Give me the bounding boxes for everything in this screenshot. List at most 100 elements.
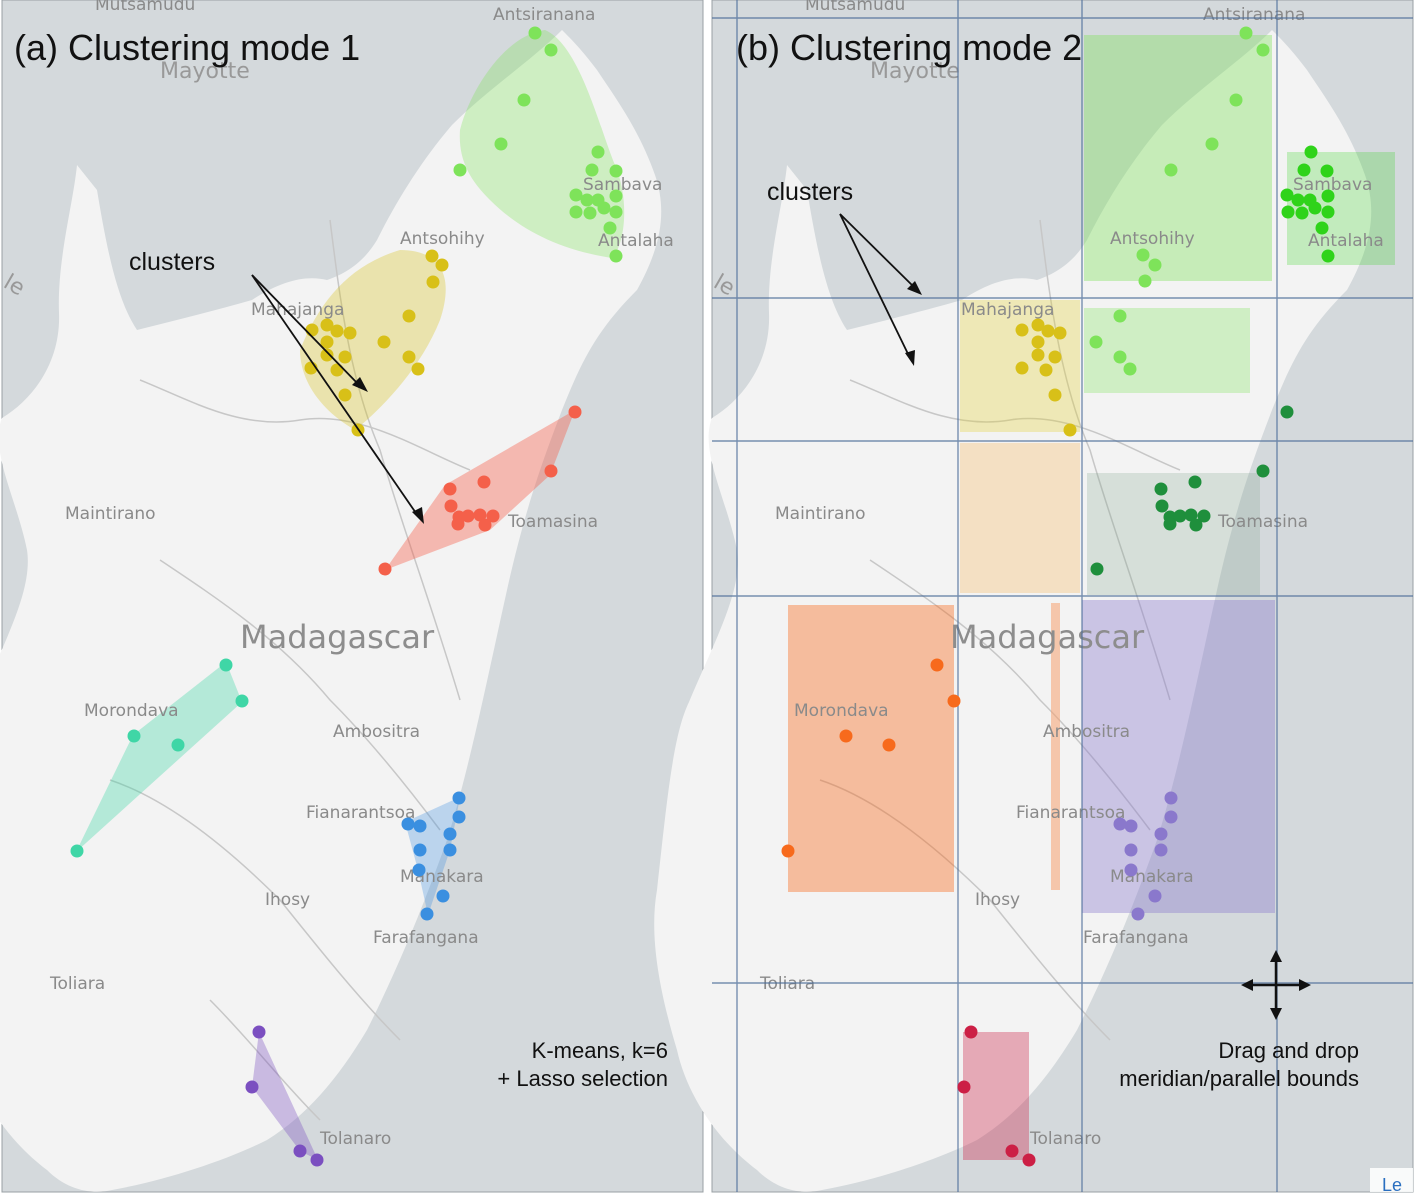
point-dark_green-6[interactable]	[1173, 509, 1187, 523]
point-green_light-15[interactable]	[609, 205, 623, 219]
point-teal-4[interactable]	[70, 844, 84, 858]
point-yellow-3[interactable]	[402, 309, 416, 323]
point-yellow-15[interactable]	[330, 363, 344, 377]
point-red-2[interactable]	[477, 475, 491, 489]
region-b-orange[interactable]	[788, 605, 954, 892]
point-lavender-9[interactable]	[1131, 907, 1145, 921]
point-green_light-1[interactable]	[544, 43, 558, 57]
point-red-3[interactable]	[443, 482, 457, 496]
point-yellow-10[interactable]	[343, 326, 357, 340]
point-yellow-5[interactable]	[1048, 350, 1062, 364]
point-blue-8[interactable]	[436, 889, 450, 903]
point-red-10[interactable]	[478, 518, 492, 532]
point-green_light-0[interactable]	[1239, 26, 1253, 40]
region-b-peach[interactable]	[960, 443, 1080, 593]
point-yellow-7[interactable]	[305, 323, 319, 337]
point-dark_green-7[interactable]	[1184, 508, 1198, 522]
point-green_light-0[interactable]	[528, 26, 542, 40]
point-green_bright-10[interactable]	[1321, 205, 1335, 219]
point-teal-2[interactable]	[127, 729, 141, 743]
point-yellow-11[interactable]	[320, 335, 334, 349]
point-yellow-13[interactable]	[320, 348, 334, 362]
point-green_bright-0[interactable]	[1304, 145, 1318, 159]
point-red-0[interactable]	[568, 405, 582, 419]
point-green_light-3[interactable]	[1205, 137, 1219, 151]
point-green_light-4[interactable]	[453, 163, 467, 177]
point-green_light-6[interactable]	[1148, 258, 1162, 272]
point-red-8[interactable]	[486, 509, 500, 523]
point-blue-7[interactable]	[412, 863, 426, 877]
point-green_light-8[interactable]	[569, 188, 583, 202]
point-green_light-17[interactable]	[609, 249, 623, 263]
point-green_light-6[interactable]	[585, 163, 599, 177]
point-green_bright-3[interactable]	[1280, 188, 1294, 202]
point-blue-9[interactable]	[420, 907, 434, 921]
point-green_light-2[interactable]	[517, 93, 531, 107]
point-dark_green-3[interactable]	[1154, 482, 1168, 496]
point-red-7[interactable]	[473, 508, 487, 522]
point-lavender-8[interactable]	[1148, 889, 1162, 903]
point-green_light-1[interactable]	[1256, 43, 1270, 57]
point-green_light-3[interactable]	[494, 137, 508, 151]
point-orange-3[interactable]	[882, 738, 896, 752]
point-green_bright-8[interactable]	[1295, 206, 1309, 220]
point-green_bright-6[interactable]	[1321, 189, 1335, 203]
point-blue-6[interactable]	[443, 843, 457, 857]
point-blue-5[interactable]	[413, 843, 427, 857]
point-yellow-2[interactable]	[1041, 324, 1055, 338]
point-green_light-11[interactable]	[1123, 362, 1137, 376]
point-yellow-1[interactable]	[435, 258, 449, 272]
region-b-thin-strip[interactable]	[1051, 603, 1060, 890]
point-yellow-6[interactable]	[1031, 348, 1045, 362]
point-green_bright-11[interactable]	[1315, 221, 1329, 235]
point-dark_green-2[interactable]	[1188, 475, 1202, 489]
point-yellow-9[interactable]	[1048, 388, 1062, 402]
point-yellow-0[interactable]	[1015, 323, 1029, 337]
point-yellow-6[interactable]	[411, 362, 425, 376]
point-orange-1[interactable]	[947, 694, 961, 708]
point-orange-4[interactable]	[781, 844, 795, 858]
point-red-11[interactable]	[378, 562, 392, 576]
point-dark_green-1[interactable]	[1256, 464, 1270, 478]
point-green_light-7[interactable]	[609, 164, 623, 178]
point-dark_green-8[interactable]	[1197, 509, 1211, 523]
point-dark_green-11[interactable]	[1090, 562, 1104, 576]
point-yellow-0[interactable]	[425, 249, 439, 263]
point-red-4[interactable]	[444, 499, 458, 513]
point-yellow-2[interactable]	[426, 275, 440, 289]
point-green_light-8[interactable]	[1113, 309, 1127, 323]
point-green_light-10[interactable]	[1113, 350, 1127, 364]
point-crimson-0[interactable]	[964, 1025, 978, 1039]
point-green_light-7[interactable]	[1138, 274, 1152, 288]
point-yellow-8[interactable]	[1039, 363, 1053, 377]
point-teal-0[interactable]	[219, 658, 233, 672]
point-blue-3[interactable]	[413, 819, 427, 833]
point-dark_green-10[interactable]	[1189, 518, 1203, 532]
point-green_bright-2[interactable]	[1320, 164, 1334, 178]
point-yellow-3[interactable]	[1053, 326, 1067, 340]
point-teal-3[interactable]	[171, 738, 185, 752]
point-yellow-1[interactable]	[1031, 318, 1045, 332]
point-green_bright-12[interactable]	[1321, 249, 1335, 263]
point-lavender-6[interactable]	[1154, 843, 1168, 857]
point-yellow-8[interactable]	[320, 318, 334, 332]
point-yellow-4[interactable]	[1031, 335, 1045, 349]
region-b-lavender[interactable]	[1082, 600, 1275, 913]
point-yellow-12[interactable]	[338, 350, 352, 364]
point-lavender-2[interactable]	[1113, 817, 1127, 831]
point-green_bright-7[interactable]	[1281, 205, 1295, 219]
point-lavender-3[interactable]	[1124, 819, 1138, 833]
point-dark_green-0[interactable]	[1280, 405, 1294, 419]
point-yellow-5[interactable]	[402, 350, 416, 364]
point-green_light-2[interactable]	[1229, 93, 1243, 107]
point-blue-4[interactable]	[443, 827, 457, 841]
point-green_light-5[interactable]	[591, 145, 605, 159]
region-b-green-mid[interactable]	[1084, 308, 1250, 393]
point-green_light-14[interactable]	[597, 201, 611, 215]
point-lavender-5[interactable]	[1124, 843, 1138, 857]
point-green_bright-9[interactable]	[1308, 201, 1322, 215]
point-green_light-9[interactable]	[580, 193, 594, 207]
point-blue-2[interactable]	[401, 817, 415, 831]
point-purple-1[interactable]	[245, 1080, 259, 1094]
point-purple-0[interactable]	[252, 1025, 266, 1039]
